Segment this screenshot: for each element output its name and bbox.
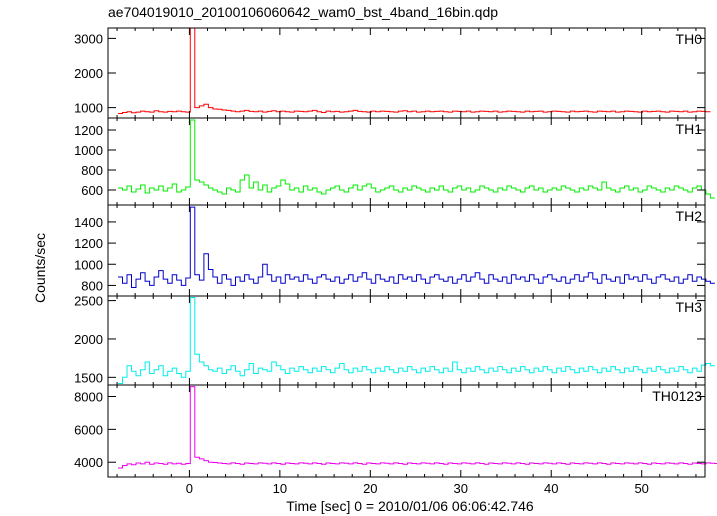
panel-th0: 1000 2000 3000 TH0 xyxy=(74,27,711,119)
y-tick-label: 8000 xyxy=(74,390,103,405)
y-tick-label: 4000 xyxy=(74,455,103,470)
panel-label-th1: TH1 xyxy=(676,121,703,137)
x-tick-label: 50 xyxy=(634,481,648,496)
y-tick-label: 2000 xyxy=(74,66,103,81)
series-th0123 xyxy=(118,386,717,469)
series-th1 xyxy=(118,119,715,199)
y-tick-label: 600 xyxy=(81,183,103,198)
x-axis-label: Time [sec] 0 = 2010/01/06 06:06:42.746 xyxy=(286,498,534,514)
panel-frame xyxy=(107,204,706,297)
y-tick-label: 3000 xyxy=(74,31,103,46)
y-tick-label: 1400 xyxy=(74,215,103,230)
y-tick-label: 6000 xyxy=(74,422,103,437)
y-tick-label: 1500 xyxy=(74,370,103,385)
y-tick-label: 2500 xyxy=(74,294,103,309)
series-th2 xyxy=(118,206,715,288)
chart-title: ae704019010_20100106060642_wam0_bst_4ban… xyxy=(108,4,498,20)
x-tick-label: 30 xyxy=(454,481,468,496)
panel-label-th3: TH3 xyxy=(676,299,703,315)
y-tick-label: 1200 xyxy=(74,236,103,251)
panel-th1: 600 800 1000 1200 TH1 xyxy=(74,117,715,206)
y-axis-label: Counts/sec xyxy=(32,233,48,303)
panel-label-th2: TH2 xyxy=(676,208,703,224)
y-tick-label: 1000 xyxy=(74,257,103,272)
panel-label-th0123: TH0123 xyxy=(652,388,702,404)
panel-th3: 1500 2000 2500 TH3 xyxy=(74,294,715,386)
panel-frame xyxy=(107,27,706,119)
x-tick-label: 20 xyxy=(363,481,377,496)
x-tick-label: 40 xyxy=(544,481,558,496)
panel-th0123: 4000 6000 8000 TH0123 xyxy=(74,384,717,478)
x-tick-label: 0 xyxy=(186,481,193,496)
y-tick-label: 800 xyxy=(81,278,103,293)
series-th3 xyxy=(118,297,715,384)
panel-label-th0: TH0 xyxy=(676,31,703,47)
y-tick-label: 1000 xyxy=(74,101,103,116)
panel-th2: 800 1000 1200 1400 TH2 xyxy=(74,204,715,297)
y-tick-label: 1000 xyxy=(74,143,103,158)
y-tick-label: 2000 xyxy=(74,332,103,347)
series-th0 xyxy=(118,27,711,114)
y-tick-label: 1200 xyxy=(74,123,103,138)
x-tick-label: 10 xyxy=(273,481,287,496)
y-tick-label: 800 xyxy=(81,163,103,178)
